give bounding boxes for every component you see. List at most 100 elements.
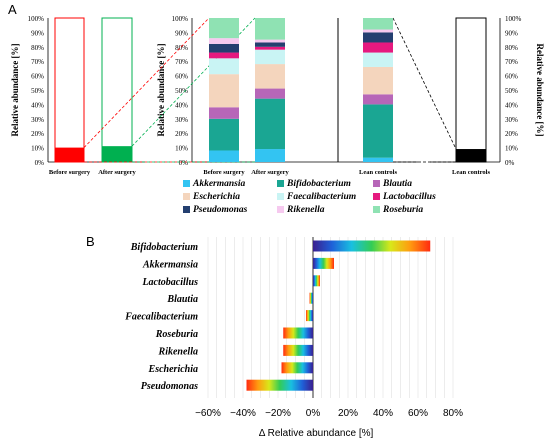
legend-label: Pseudomonas <box>193 205 248 215</box>
delta-bar <box>313 257 334 269</box>
stacked-bar-segment <box>209 107 239 119</box>
stacked-bar-segment <box>255 46 285 50</box>
filled-bar-segment <box>456 149 486 162</box>
ytick-mid-label: 0% <box>179 159 189 167</box>
legend-swatch <box>183 206 190 213</box>
ytick-left-label: 0% <box>35 159 45 167</box>
ytick-mid-label: 50% <box>175 87 188 95</box>
delta-category-label: Blautia <box>166 294 198 305</box>
x-tick-label: 20% <box>338 408 358 419</box>
stacked-bar-segment <box>255 49 285 65</box>
stacked-bar-category-label: Before surgery <box>203 169 245 176</box>
panel-label-b: B <box>86 234 95 249</box>
y-axis-title-right: Relative abundance [%] <box>535 44 545 137</box>
ytick-mid-label: 100% <box>172 15 189 23</box>
legend-swatch <box>277 180 284 187</box>
ytick-right-label: 90% <box>505 29 518 37</box>
delta-bar <box>313 275 320 287</box>
zoom-connector-line <box>392 17 457 150</box>
ytick-right-label: 80% <box>505 44 518 52</box>
legend-label: Blautia <box>382 179 412 189</box>
delta-category-label: Lactobacillus <box>141 277 198 288</box>
ytick-right-label: 100% <box>505 15 522 23</box>
ytick-right-label: 20% <box>505 130 518 138</box>
ytick-left-label: 60% <box>31 73 44 81</box>
ytick-left-label: 10% <box>31 145 44 153</box>
ytick-right-label: 0% <box>505 159 515 167</box>
ytick-left-label: 40% <box>31 101 44 109</box>
x-tick-label: −40% <box>230 408 256 419</box>
stacked-bar-segment <box>363 94 393 105</box>
delta-bar <box>246 379 313 391</box>
stacked-bar-segment <box>363 42 393 53</box>
x-tick-label: 0% <box>306 408 321 419</box>
stacked-bar-segment <box>209 38 239 44</box>
legend-label: Bifidobacterium <box>286 179 351 189</box>
x-axis-title: Δ Relative abundance [%] <box>259 428 374 439</box>
ytick-mid-label: 70% <box>175 58 188 66</box>
stacked-bar-segment <box>255 98 285 150</box>
delta-bar <box>283 344 313 356</box>
stacked-bar-segment <box>209 18 239 39</box>
stacked-bar-segment <box>255 39 285 43</box>
x-tick-label: −60% <box>195 408 221 419</box>
ytick-left-label: 100% <box>28 15 45 23</box>
stacked-bar-segment <box>363 157 393 162</box>
y-axis-title-left: Relative abundance [%] <box>10 44 20 137</box>
filled-bar-segment <box>102 146 132 162</box>
ytick-right-label: 60% <box>505 73 518 81</box>
ytick-right-label: 10% <box>505 145 518 153</box>
stacked-bar-segment <box>209 43 239 53</box>
x-tick-label: 80% <box>443 408 463 419</box>
outline-bar <box>455 17 487 163</box>
ytick-left-label: 50% <box>31 87 44 95</box>
stacked-bar-segment <box>363 18 393 30</box>
x-tick-label: 40% <box>373 408 393 419</box>
legend-label: Escherichia <box>192 192 240 202</box>
outline-bar <box>54 17 85 163</box>
stacked-bar-segment <box>363 29 393 33</box>
legend-swatch <box>183 180 190 187</box>
ytick-right-label: 40% <box>505 101 518 109</box>
legend-label: Rikenella <box>286 205 325 215</box>
ytick-mid-label: 60% <box>175 73 188 81</box>
ytick-left-label: 30% <box>31 116 44 124</box>
legend-label: Akkermansia <box>192 179 246 189</box>
legend-swatch <box>373 193 380 200</box>
legend-swatch <box>277 206 284 213</box>
delta-category-label: Escherichia <box>148 364 198 375</box>
ytick-mid-label: 80% <box>175 44 188 52</box>
delta-bar <box>281 362 313 374</box>
legend-swatch <box>277 193 284 200</box>
delta-bar <box>313 240 431 252</box>
delta-category-label: Pseudomonas <box>141 381 198 392</box>
ytick-left-label: 20% <box>31 130 44 138</box>
small-bar-category-label: Before surgery <box>49 169 91 176</box>
ytick-mid-label: 10% <box>175 145 188 153</box>
stacked-bar-category-label: After surgery <box>251 169 289 176</box>
panel-label-a: A <box>8 2 17 17</box>
ytick-mid-label: 90% <box>175 29 188 37</box>
ytick-left-label: 80% <box>31 44 44 52</box>
stacked-bar-category-label: Lean controls <box>359 169 397 176</box>
small-bar-category-label: Lean controls <box>452 169 490 176</box>
delta-category-label: Rikenella <box>158 346 198 357</box>
delta-category-label: Faecalibacterium <box>124 312 198 323</box>
legend-swatch <box>373 180 380 187</box>
stacked-bar-segment <box>255 64 285 89</box>
legend-label: Lactobacillus <box>382 192 436 202</box>
outline-bar <box>101 17 133 163</box>
legend-swatch <box>373 206 380 213</box>
stacked-bar-segment <box>255 42 285 47</box>
y-axis-title-mid: Relative abundance [%] <box>156 44 166 137</box>
legend-label: Faecalibacterium <box>286 192 356 202</box>
zoom-connector-line <box>83 17 210 148</box>
ytick-right-label: 70% <box>505 58 518 66</box>
ytick-right-label: 50% <box>505 87 518 95</box>
delta-bar <box>283 327 313 339</box>
x-tick-label: 60% <box>408 408 428 419</box>
ytick-mid-label: 40% <box>175 101 188 109</box>
ytick-right-label: 30% <box>505 116 518 124</box>
legend-label: Roseburia <box>382 205 423 215</box>
